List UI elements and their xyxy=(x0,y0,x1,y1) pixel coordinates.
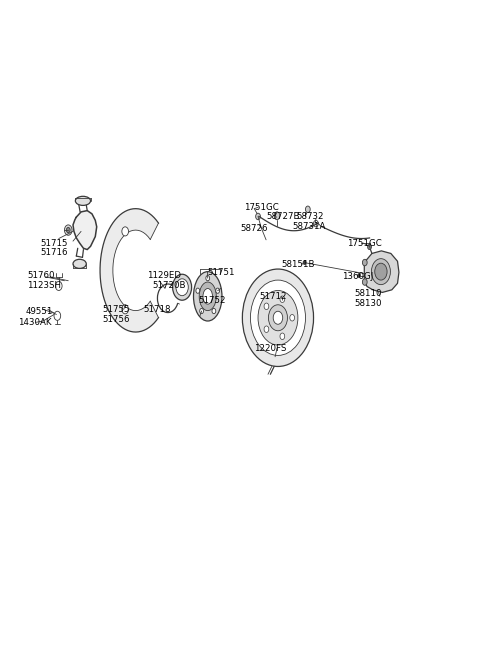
Text: 1129ED: 1129ED xyxy=(147,271,181,280)
Ellipse shape xyxy=(176,279,188,295)
Text: 51752: 51752 xyxy=(199,295,226,305)
Text: 1751GC: 1751GC xyxy=(347,238,382,248)
Text: 1220FS: 1220FS xyxy=(254,344,287,353)
Text: 58731A: 58731A xyxy=(292,222,325,231)
Ellipse shape xyxy=(199,282,216,310)
Text: 51718: 51718 xyxy=(144,305,171,314)
Circle shape xyxy=(375,263,387,280)
Text: 51751: 51751 xyxy=(208,269,235,278)
Circle shape xyxy=(212,309,216,314)
Circle shape xyxy=(273,311,283,324)
Circle shape xyxy=(358,274,360,278)
Text: 1751GC: 1751GC xyxy=(244,203,278,212)
Circle shape xyxy=(258,290,298,345)
Circle shape xyxy=(368,244,372,250)
Ellipse shape xyxy=(173,274,192,300)
Circle shape xyxy=(216,288,219,293)
Circle shape xyxy=(200,309,204,314)
Text: 58727B: 58727B xyxy=(266,212,300,221)
Circle shape xyxy=(303,261,306,265)
Circle shape xyxy=(122,305,129,314)
Text: 58732: 58732 xyxy=(296,212,324,221)
Circle shape xyxy=(372,259,390,285)
Text: 1123SH: 1123SH xyxy=(27,281,61,290)
Text: 49551: 49551 xyxy=(25,307,53,316)
Circle shape xyxy=(362,279,367,286)
Ellipse shape xyxy=(73,259,86,269)
Text: 58151B: 58151B xyxy=(282,260,315,269)
Text: 51755: 51755 xyxy=(102,305,130,314)
Text: 51756: 51756 xyxy=(102,314,130,324)
Ellipse shape xyxy=(193,272,222,321)
Text: 51720B: 51720B xyxy=(152,281,186,290)
Circle shape xyxy=(256,213,261,219)
Circle shape xyxy=(66,227,70,233)
Circle shape xyxy=(196,288,200,293)
Text: 51712: 51712 xyxy=(259,292,287,301)
Circle shape xyxy=(264,326,269,333)
Text: 58130: 58130 xyxy=(355,299,382,308)
Circle shape xyxy=(264,303,269,310)
Circle shape xyxy=(251,280,305,356)
Text: 51716: 51716 xyxy=(41,248,68,257)
Text: 1430AK: 1430AK xyxy=(18,318,51,327)
Circle shape xyxy=(290,314,295,321)
Circle shape xyxy=(305,206,310,213)
Circle shape xyxy=(280,333,285,339)
Polygon shape xyxy=(364,251,399,292)
Ellipse shape xyxy=(75,196,91,206)
Ellipse shape xyxy=(203,289,213,304)
Circle shape xyxy=(274,212,280,219)
Circle shape xyxy=(268,305,288,331)
Polygon shape xyxy=(73,211,96,250)
Circle shape xyxy=(122,227,129,236)
Circle shape xyxy=(206,276,210,281)
Text: 51760: 51760 xyxy=(27,271,55,280)
Circle shape xyxy=(242,269,313,366)
Text: 1360GJ: 1360GJ xyxy=(342,272,373,282)
Text: 58726: 58726 xyxy=(240,224,267,233)
Polygon shape xyxy=(100,209,158,332)
Circle shape xyxy=(64,225,72,235)
Circle shape xyxy=(280,296,285,303)
Text: 58110: 58110 xyxy=(355,290,382,298)
Circle shape xyxy=(362,259,367,266)
Text: 51715: 51715 xyxy=(41,238,68,248)
